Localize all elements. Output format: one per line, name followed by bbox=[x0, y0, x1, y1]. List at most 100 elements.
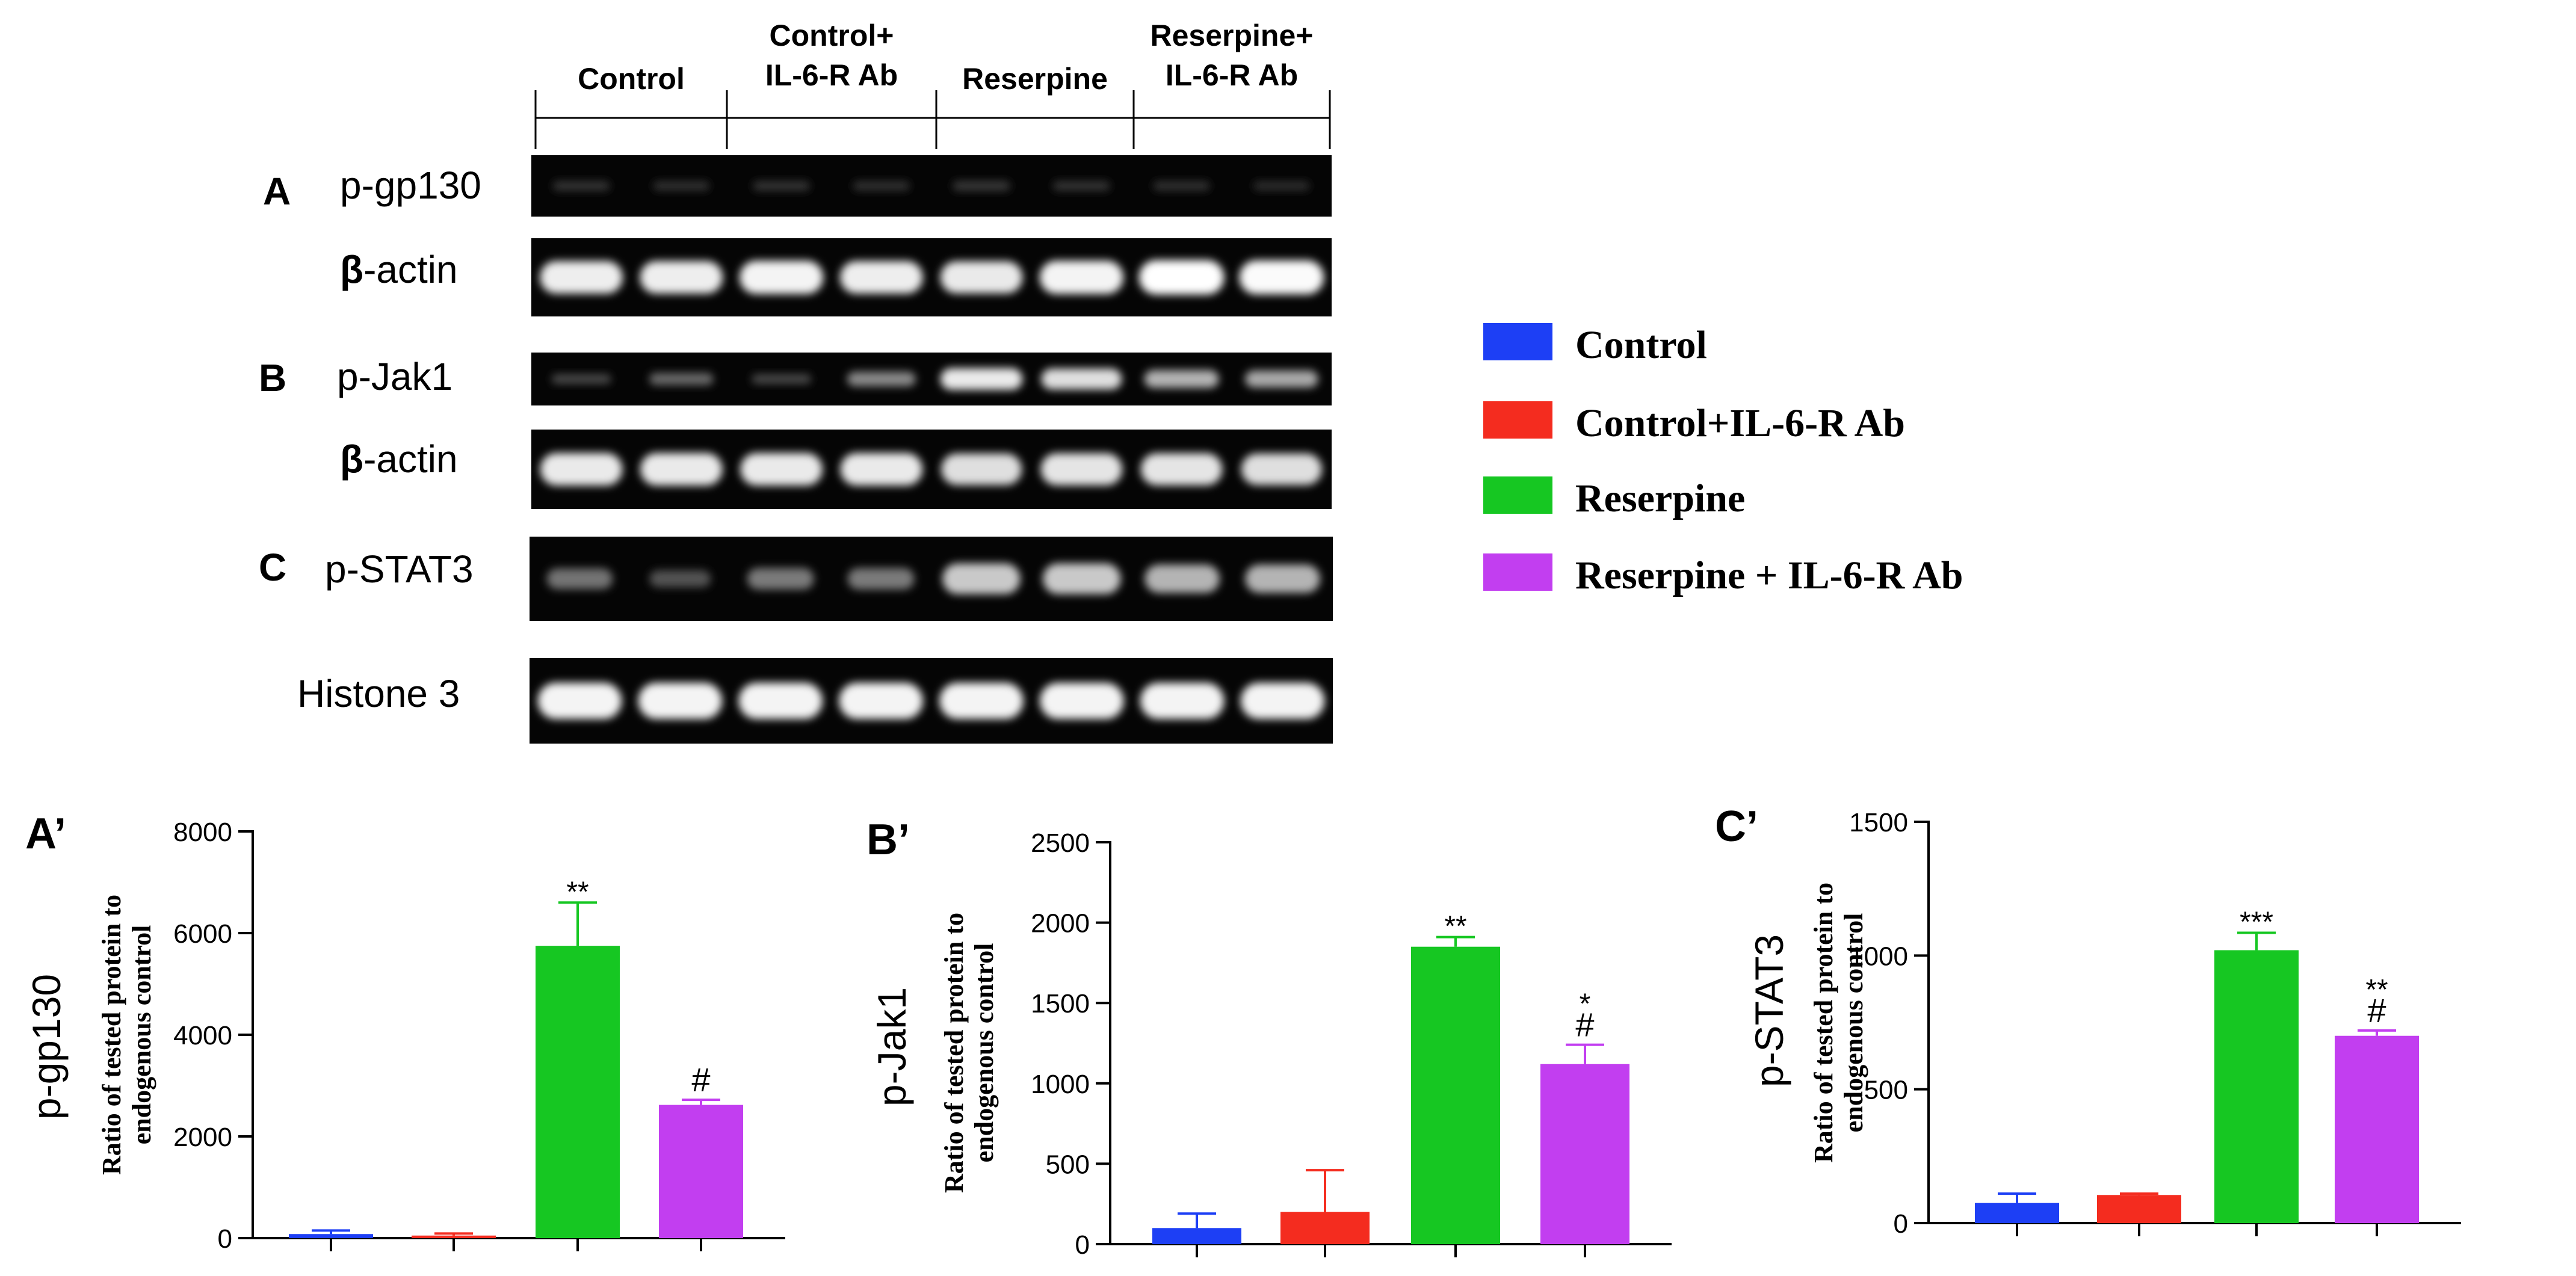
blot-band bbox=[753, 180, 810, 191]
blot-band bbox=[1040, 453, 1123, 485]
group-label: Reserpine bbox=[962, 62, 1108, 96]
blot-row-label: Histone 3 bbox=[297, 672, 460, 715]
significance-label: ** bbox=[2365, 974, 2388, 1006]
chart-title: p-STAT3 bbox=[1747, 934, 1791, 1087]
blot-band bbox=[1144, 370, 1219, 388]
y-tick-label: 1000 bbox=[1031, 1070, 1090, 1099]
blot-band bbox=[649, 372, 714, 386]
y-axis-label: Ratio of tested protein toendogenous con… bbox=[1809, 883, 1868, 1163]
y-tick-label: 4000 bbox=[173, 1021, 232, 1050]
significance-label: * bbox=[1580, 988, 1591, 1020]
legend: Control Control+IL-6-R Ab Reserpine Reserpi… bbox=[1483, 323, 1963, 597]
y-tick-label: 0 bbox=[218, 1224, 232, 1254]
significance-label: # bbox=[1575, 1006, 1594, 1044]
blot-band bbox=[853, 181, 910, 191]
blot-row-label: β-actin bbox=[340, 248, 458, 291]
significance-label: # bbox=[691, 1061, 710, 1099]
chart-title: p-Jak1 bbox=[869, 987, 914, 1106]
chart-title: p-gp130 bbox=[24, 974, 69, 1120]
blot-band bbox=[1040, 682, 1124, 720]
blot-band bbox=[1041, 368, 1122, 390]
legend-swatch bbox=[1483, 476, 1552, 514]
blot-band bbox=[653, 181, 710, 191]
y-tick-label: 500 bbox=[1864, 1076, 1908, 1105]
blot-row-label: β-actin bbox=[340, 437, 458, 481]
y-tick-label: 6000 bbox=[173, 919, 232, 949]
bar bbox=[2214, 950, 2299, 1223]
blot-row-label: p-STAT3 bbox=[325, 547, 474, 591]
blot-band bbox=[1140, 453, 1223, 485]
group-label: Reserpine+ IL-6-R Ab bbox=[1151, 19, 1314, 92]
panel-letter: B bbox=[259, 356, 286, 399]
blot-band bbox=[847, 568, 915, 590]
blot-row-label: p-gp130 bbox=[340, 164, 481, 207]
significance-label: ** bbox=[566, 876, 588, 908]
bar bbox=[1411, 946, 1500, 1244]
legend-label: Control bbox=[1575, 323, 1707, 367]
blot-band bbox=[942, 563, 1021, 594]
panel-letter: C’ bbox=[1715, 803, 1758, 851]
y-tick-label: 8000 bbox=[173, 818, 232, 847]
y-axis-label: Ratio of tested protein toendogenous con… bbox=[939, 913, 999, 1193]
y-tick-label: 0 bbox=[1894, 1209, 1908, 1239]
blot-band bbox=[540, 452, 623, 486]
legend-swatch bbox=[1483, 553, 1552, 591]
y-tick-label: 1500 bbox=[1849, 808, 1908, 837]
legend-swatch bbox=[1483, 323, 1552, 360]
bar bbox=[659, 1105, 743, 1238]
blot-band bbox=[740, 260, 824, 294]
y-tick-label: 500 bbox=[1046, 1150, 1090, 1179]
blot-band bbox=[638, 682, 722, 720]
y-tick-label: 1500 bbox=[1031, 989, 1090, 1019]
panel-letter: A’ bbox=[25, 810, 66, 858]
bar bbox=[2097, 1195, 2181, 1223]
blot-band bbox=[546, 568, 613, 590]
blot-band bbox=[1241, 453, 1322, 485]
bar bbox=[289, 1234, 373, 1238]
blot-band bbox=[752, 374, 812, 384]
blot-band bbox=[1138, 260, 1225, 295]
blot-band bbox=[939, 682, 1024, 720]
blot-band bbox=[1245, 370, 1318, 388]
group-label: Control bbox=[578, 62, 685, 96]
blot-band bbox=[940, 261, 1023, 294]
blot-band bbox=[1053, 180, 1110, 191]
group-label: Control+ IL-6-R Ab bbox=[765, 19, 898, 92]
blot-band bbox=[551, 374, 611, 384]
legend-label: Reserpine + IL-6-R Ab bbox=[1575, 553, 1963, 597]
legend-swatch bbox=[1483, 401, 1552, 439]
blot-band bbox=[1239, 260, 1324, 295]
blot-band bbox=[640, 452, 723, 486]
y-tick-label: 2000 bbox=[1031, 909, 1090, 939]
y-axis-label: Ratio of tested protein toendogenous con… bbox=[97, 895, 156, 1175]
bar-chart: 0 2000 4000 6000 8000 ** # A’ p-gp130 Ratio of te… bbox=[24, 810, 785, 1254]
blot-band bbox=[1043, 563, 1121, 594]
blot-band bbox=[840, 452, 923, 486]
blot-band bbox=[649, 570, 711, 587]
blot-band bbox=[840, 260, 923, 294]
blot-band bbox=[747, 568, 814, 590]
blot-band bbox=[1245, 564, 1320, 593]
western-blot-panel: Control Control+ IL-6-R Ab Reserpine Reserpi… bbox=[259, 19, 1333, 744]
blot-band bbox=[1144, 564, 1220, 593]
significance-label: ** bbox=[1444, 911, 1466, 943]
blot-band bbox=[1153, 181, 1210, 191]
legend-label: Control+IL-6-R Ab bbox=[1575, 401, 1905, 445]
significance-label: *** bbox=[2240, 907, 2273, 939]
y-tick-label: 0 bbox=[1075, 1230, 1090, 1260]
blot-band bbox=[537, 682, 622, 720]
blot-band bbox=[847, 371, 916, 387]
blot-band bbox=[738, 682, 823, 720]
blot-strip bbox=[531, 155, 1332, 217]
bar bbox=[2335, 1035, 2419, 1223]
blot-band bbox=[941, 453, 1022, 485]
panel-letter: B’ bbox=[866, 816, 910, 864]
bar bbox=[1540, 1064, 1629, 1244]
blot-band bbox=[740, 452, 823, 486]
y-tick-label: 2500 bbox=[1031, 828, 1090, 858]
significance-label: # bbox=[2367, 991, 2386, 1029]
